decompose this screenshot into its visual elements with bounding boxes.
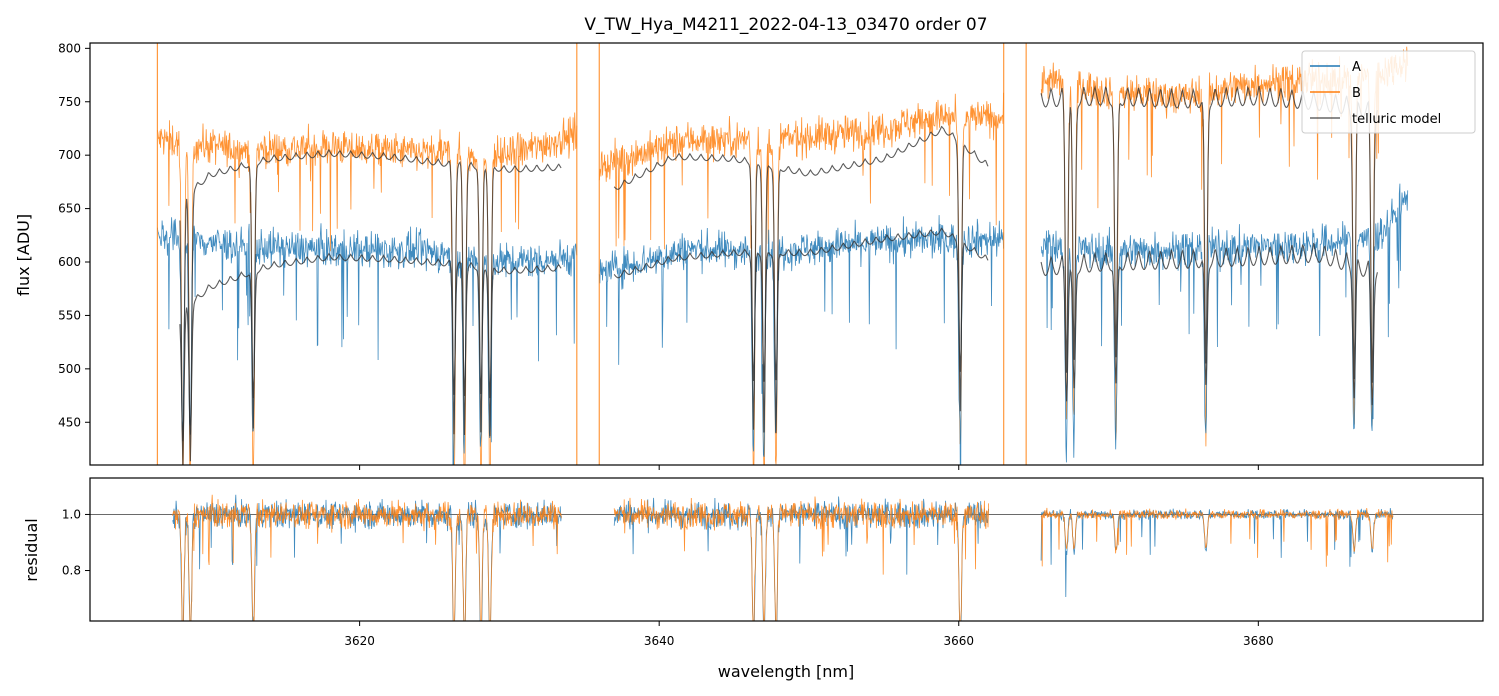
y-tick-label: 1.0 — [62, 507, 81, 521]
legend: A B telluric model — [1301, 50, 1476, 134]
series-a-line — [157, 183, 1409, 465]
top-ylabel: flux [ADU] — [14, 214, 33, 296]
x-tick-label: 3620 — [344, 634, 375, 648]
y-tick-label: 650 — [58, 202, 81, 216]
y-tick-label: 500 — [58, 362, 81, 376]
bottom-frame — [89, 477, 1484, 622]
top-y-ticks: 450 500 550 600 650 700 750 800 — [58, 41, 90, 429]
telluric-model-a-line — [179, 227, 1378, 442]
bottom-x-ticks: 3620 3640 3660 3680 — [344, 621, 1274, 648]
y-tick-label: 700 — [58, 148, 81, 162]
top-frame — [89, 42, 1484, 466]
y-tick-label: 0.8 — [62, 564, 81, 578]
bottom-panel: 0.8 1.0 3620 3640 3660 3680 — [62, 477, 1484, 648]
legend-box — [1301, 50, 1476, 134]
bottom-plot-area — [90, 494, 1483, 621]
top-panel: 450 500 550 600 650 700 750 800 A B telluric mo… — [58, 41, 1484, 470]
series-b-line — [157, 46, 1409, 465]
y-tick-label: 750 — [58, 95, 81, 109]
residual-b-line — [172, 494, 1394, 621]
bottom-y-ticks: 0.8 1.0 — [62, 507, 90, 578]
legend-label-telluric: telluric model — [1352, 112, 1441, 127]
y-tick-label: 600 — [58, 255, 81, 269]
y-tick-label: 450 — [58, 415, 81, 429]
legend-label-a: A — [1352, 60, 1361, 75]
x-tick-label: 3640 — [644, 634, 675, 648]
x-tick-label: 3660 — [943, 634, 974, 648]
xlabel: wavelength [nm] — [718, 662, 855, 681]
top-x-ticks — [359, 465, 1259, 470]
top-plot-area — [156, 43, 1409, 465]
y-tick-label: 550 — [58, 308, 81, 322]
y-tick-label: 800 — [58, 41, 81, 55]
legend-label-b: B — [1352, 86, 1361, 101]
x-tick-label: 3680 — [1243, 634, 1274, 648]
chart-title: V_TW_Hya_M4211_2022-04-13_03470 order 07 — [584, 15, 987, 35]
bottom-ylabel: residual — [22, 518, 41, 581]
